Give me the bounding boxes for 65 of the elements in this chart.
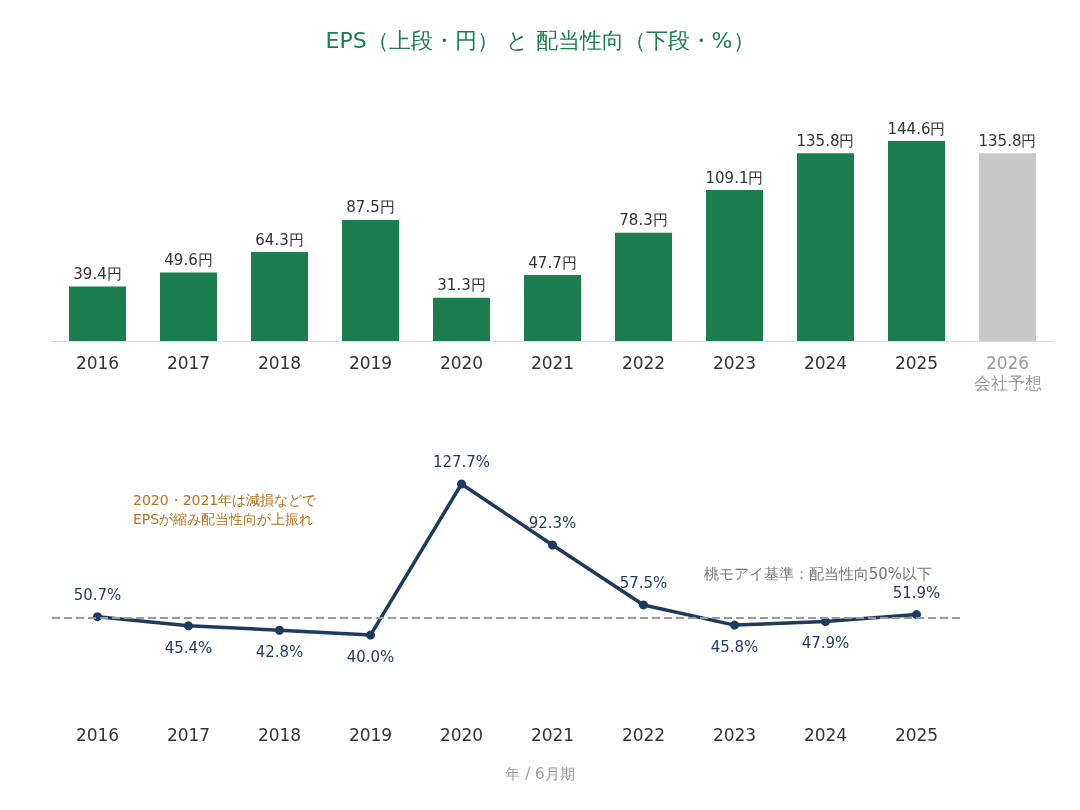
data-label: 31.3円: [437, 276, 486, 295]
bar: [615, 232, 672, 341]
x-tick-label: 2016: [75, 724, 120, 745]
x-tick-label: 2025: [894, 353, 939, 373]
bar: [69, 286, 126, 341]
x-tick-label: 2019: [348, 353, 393, 373]
x-tick-label: 2019: [348, 724, 393, 745]
point: [184, 621, 193, 631]
data-label: 50.7%: [73, 585, 122, 604]
point: [275, 625, 284, 635]
data-label: 47.7円: [528, 253, 577, 272]
x-tick-label: 2018: [257, 724, 302, 745]
x-tick-label: 2024: [803, 724, 848, 745]
bar: [888, 141, 945, 341]
point: [730, 620, 739, 630]
data-label: 45.4%: [164, 638, 213, 657]
x-tick-label: 2016: [75, 353, 120, 373]
data-label: 144.6円: [887, 119, 946, 138]
x-tick-label: 2024: [803, 353, 848, 373]
point: [366, 630, 375, 640]
bar: [979, 153, 1036, 341]
data-label: 64.3円: [255, 230, 304, 249]
x-tick-label: 2025: [894, 724, 939, 745]
x-tick-label: 2026 会社予想: [973, 353, 1042, 393]
data-label: 78.3円: [619, 211, 668, 230]
data-label: 51.9%: [892, 583, 941, 602]
bar: [342, 219, 399, 341]
bar: [797, 153, 854, 341]
data-label: 109.1円: [705, 168, 764, 187]
bar: [433, 297, 490, 341]
point: [548, 540, 557, 550]
x-tick-label: 2023: [712, 353, 757, 373]
x-tick-label: 2020: [439, 353, 484, 373]
x-tick-label: 2023: [712, 724, 757, 745]
data-label: 92.3%: [528, 513, 577, 532]
point: [639, 600, 648, 610]
x-tick-label: 2022: [621, 724, 666, 745]
data-label: 135.8円: [796, 131, 855, 150]
data-label: 127.7%: [432, 453, 491, 471]
annotation: 2020・2021年は減損などで EPSが縮み配当性向が上振れ: [133, 491, 318, 527]
data-label: 87.5円: [346, 198, 395, 217]
x-axis-title: 年 / 6月期: [505, 764, 575, 783]
data-label: 40.0%: [346, 648, 395, 667]
bar: [706, 190, 763, 341]
bar: [251, 252, 308, 341]
x-tick-label: 2020: [439, 724, 484, 745]
chart-title: EPS（上段・円） と 配当性向（下段・%）: [325, 27, 755, 53]
x-tick-label: 2021: [530, 724, 575, 745]
x-tick-label: 2017: [166, 353, 211, 373]
x-tick-label: 2021: [530, 353, 575, 373]
data-label: 42.8%: [255, 643, 304, 662]
point: [912, 610, 921, 620]
data-label: 39.4円: [73, 265, 122, 283]
data-label: 135.8円: [978, 131, 1037, 150]
x-tick-label: 2017: [166, 724, 211, 745]
x-tick-label: 2022: [621, 353, 666, 373]
bar: [524, 275, 581, 341]
data-label: 49.6円: [164, 250, 213, 269]
data-label: 45.8%: [710, 638, 759, 657]
x-tick-label: 2018: [257, 353, 302, 373]
point: [457, 479, 466, 489]
data-label: 47.9%: [801, 634, 850, 653]
bar: [160, 272, 217, 341]
ref-line-label: 桃モアイ基準：配当性向50%以下: [703, 565, 932, 584]
data-label: 57.5%: [619, 573, 668, 592]
